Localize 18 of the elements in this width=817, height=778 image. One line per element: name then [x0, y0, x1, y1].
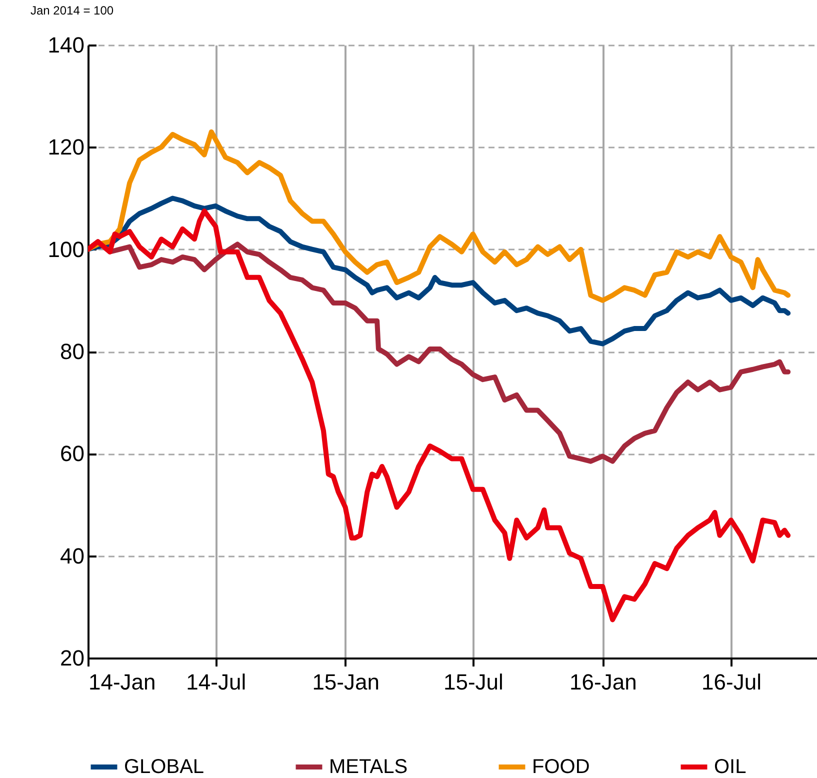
x-tick-label: 16-Jul — [702, 670, 762, 694]
x-tick-label: 14-Jul — [186, 670, 246, 694]
legend-label: OIL — [714, 756, 746, 778]
y-tick-label: 40 — [60, 543, 84, 568]
x-tick-label: 16-Jan — [570, 670, 637, 694]
x-tick-label: 14-Jan — [88, 670, 156, 694]
y-tick-label: 60 — [60, 441, 84, 466]
legend-label: FOOD — [532, 756, 590, 778]
y-tick-label: 20 — [60, 646, 84, 670]
y-tick-label: 100 — [48, 236, 84, 262]
legend-label: GLOBAL — [124, 756, 204, 778]
y-tick-label: 140 — [48, 32, 84, 58]
y-tick-label: 80 — [60, 339, 84, 364]
x-tick-label: 15-Jan — [312, 670, 380, 694]
y-tick-label: 120 — [48, 134, 84, 160]
legend-label: METALS — [329, 756, 408, 778]
y-axis-title: Jan 2014 = 100 — [30, 4, 114, 18]
x-tick-label: 15-Jul — [443, 670, 504, 694]
